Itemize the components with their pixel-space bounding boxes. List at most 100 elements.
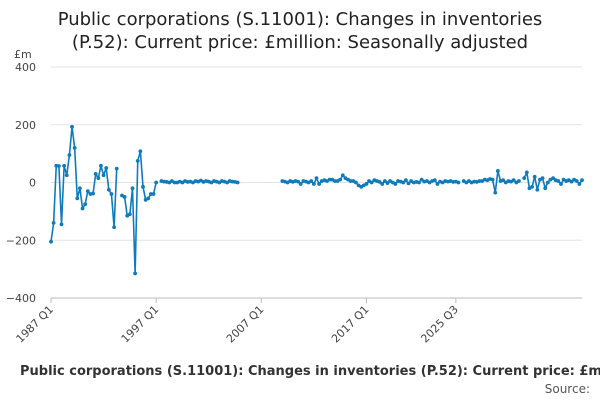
data-point bbox=[296, 179, 300, 184]
data-point bbox=[406, 181, 411, 186]
data-point bbox=[96, 176, 101, 181]
data-point bbox=[327, 177, 332, 182]
data-point bbox=[93, 171, 98, 176]
data-point bbox=[490, 177, 495, 182]
data-point bbox=[543, 186, 548, 191]
x-tick-label: 1997 Q1 bbox=[119, 303, 162, 346]
data-point bbox=[49, 239, 53, 244]
gridlines bbox=[51, 66, 582, 299]
data-point bbox=[151, 192, 156, 196]
y-axis-unit-label: £m bbox=[14, 48, 32, 61]
data-point bbox=[138, 149, 143, 154]
data-point bbox=[580, 178, 584, 183]
data-point bbox=[114, 166, 119, 171]
data-point bbox=[317, 182, 322, 186]
y-axis-ticks: −400 −200 0 200 400 bbox=[6, 61, 36, 305]
data-point bbox=[101, 173, 106, 178]
footer-title-text: Public corporations (S.11001): Changes i… bbox=[20, 364, 600, 379]
series-group bbox=[49, 124, 584, 276]
y-tick-label: −400 bbox=[6, 292, 36, 305]
data-point bbox=[493, 190, 498, 195]
chart-title-line-2: (P.52): Current price: £million: Seasona… bbox=[71, 32, 529, 53]
data-point bbox=[432, 178, 437, 183]
data-point bbox=[154, 180, 159, 185]
data-point bbox=[67, 153, 72, 157]
data-point bbox=[146, 196, 151, 201]
data-point bbox=[364, 182, 369, 186]
data-point bbox=[338, 177, 343, 182]
data-point bbox=[56, 164, 61, 168]
data-point bbox=[380, 182, 385, 186]
data-point bbox=[64, 173, 69, 178]
x-tick-label: 2025 Q3 bbox=[418, 303, 461, 346]
data-point bbox=[393, 182, 398, 186]
data-point bbox=[112, 225, 116, 230]
data-point bbox=[130, 186, 135, 191]
data-point bbox=[75, 196, 80, 201]
data-point bbox=[417, 180, 421, 185]
data-point bbox=[530, 184, 534, 189]
data-point bbox=[456, 180, 461, 185]
data-point bbox=[522, 176, 527, 181]
data-point bbox=[135, 158, 140, 163]
data-point bbox=[551, 176, 555, 181]
x-tick-label: 2017 Q1 bbox=[329, 303, 372, 346]
data-point bbox=[340, 173, 345, 178]
data-point bbox=[99, 163, 103, 168]
footer-title: Public corporations (S.11001): Changes i… bbox=[0, 364, 600, 379]
data-point bbox=[78, 186, 82, 191]
data-point bbox=[148, 192, 153, 196]
y-tick-label: 400 bbox=[15, 61, 36, 74]
x-axis: 1987 Q1 1997 Q1 2007 Q1 2017 Q1 2025 Q3 bbox=[14, 298, 461, 345]
data-point bbox=[235, 180, 240, 185]
data-point bbox=[59, 222, 64, 227]
x-tick-label: 1987 Q1 bbox=[14, 303, 57, 346]
data-point bbox=[524, 170, 529, 175]
data-point bbox=[172, 180, 177, 185]
data-point bbox=[311, 182, 316, 186]
data-point bbox=[348, 179, 353, 183]
y-tick-label: 0 bbox=[29, 177, 36, 190]
x-tick-label: 2007 Q1 bbox=[224, 303, 267, 346]
data-point bbox=[535, 187, 540, 192]
data-point bbox=[333, 179, 337, 183]
source-label: Source: bbox=[544, 382, 590, 396]
chart-title-line-1: Public corporations (S.11001): Changes i… bbox=[57, 9, 543, 30]
data-point bbox=[314, 176, 319, 181]
chart-title: Public corporations (S.11001): Changes i… bbox=[0, 8, 600, 54]
data-point bbox=[501, 178, 506, 183]
data-point bbox=[104, 166, 109, 170]
series-line bbox=[50, 125, 583, 275]
data-point bbox=[545, 180, 550, 185]
data-point bbox=[569, 179, 574, 184]
data-point bbox=[91, 191, 95, 196]
data-point bbox=[369, 180, 374, 185]
data-point bbox=[419, 177, 424, 182]
y-tick-label: −200 bbox=[6, 234, 36, 247]
data-point bbox=[62, 163, 67, 168]
data-point bbox=[532, 174, 537, 179]
data-point bbox=[122, 195, 127, 199]
data-point bbox=[382, 179, 387, 183]
data-point bbox=[309, 179, 314, 183]
data-point bbox=[141, 184, 145, 189]
data-point bbox=[385, 181, 390, 185]
data-point bbox=[127, 212, 132, 217]
data-point bbox=[72, 145, 77, 150]
data-point bbox=[354, 180, 358, 185]
data-point bbox=[70, 124, 74, 129]
data-point bbox=[80, 206, 85, 211]
data-point bbox=[556, 179, 561, 183]
data-point bbox=[495, 169, 500, 173]
data-point bbox=[298, 182, 303, 186]
data-point bbox=[51, 221, 56, 225]
data-point bbox=[109, 192, 114, 196]
y-tick-label: 200 bbox=[15, 119, 36, 132]
data-point bbox=[517, 179, 521, 183]
data-point bbox=[559, 182, 563, 186]
data-point bbox=[477, 179, 482, 183]
data-point bbox=[511, 178, 516, 183]
data-point bbox=[133, 271, 138, 276]
